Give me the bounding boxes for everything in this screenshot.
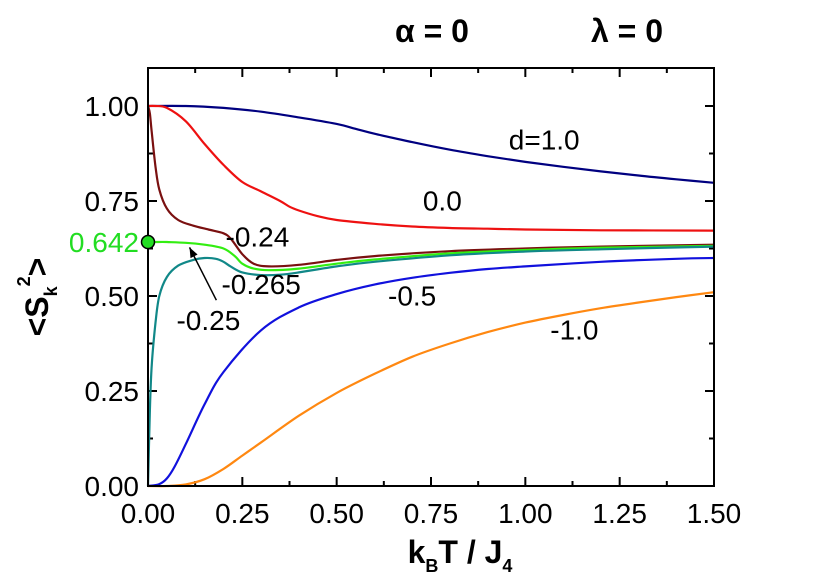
y-tick-label: 0.00 xyxy=(85,471,140,502)
y-axis-label: <Sk2> xyxy=(14,258,61,337)
series-line-1 xyxy=(147,104,715,232)
x-axis-label-k: k xyxy=(408,534,426,570)
arrow-head xyxy=(189,247,198,259)
y-axis-label-sub: k xyxy=(41,285,61,296)
y-tick-label: 0.75 xyxy=(85,186,140,217)
y-tick-label: 0.25 xyxy=(85,376,140,407)
series-label-4: -0.265 xyxy=(221,269,300,300)
plot-frame xyxy=(147,67,715,487)
label-layer: 0.00 0.25 0.50 0.75 1.00 1.25 1.50 0.00 0.25 0.50… xyxy=(69,91,741,529)
y-axis-label-sup: 2 xyxy=(14,276,34,286)
series-line-4 xyxy=(146,245,715,487)
series-line-6 xyxy=(147,291,715,488)
series-line-0 xyxy=(147,104,715,184)
series-line-2 xyxy=(146,105,715,268)
lambda-label: λ = 0 xyxy=(591,13,663,49)
x-axis-label-sub2: 4 xyxy=(502,556,512,576)
x-axis-label-rest: T / J xyxy=(438,534,502,570)
y-tick-label: 1.00 xyxy=(85,91,140,122)
x-axis-label-sub: B xyxy=(425,556,438,576)
series-line-5 xyxy=(147,256,715,488)
x-tick-label: 0.00 xyxy=(121,498,176,529)
x-tick-label: 1.00 xyxy=(498,498,553,529)
series-label-5: -0.5 xyxy=(388,281,436,312)
y-axis-label-open: <S xyxy=(19,296,55,336)
x-tick-label: 1.25 xyxy=(592,498,647,529)
highlight-label: 0.642 xyxy=(69,227,139,258)
x-axis-label: kBT / J4 xyxy=(408,534,513,576)
y-axis-label-close: > xyxy=(19,258,55,277)
y-tick-label: 0.50 xyxy=(85,281,140,312)
x-tick-label: 1.50 xyxy=(687,498,742,529)
series-label-2: -0.24 xyxy=(226,222,290,253)
series-layer xyxy=(146,104,715,488)
x-tick-label: 0.50 xyxy=(309,498,364,529)
alpha-label: α = 0 xyxy=(395,13,469,49)
series-label-6: -1.0 xyxy=(550,315,598,346)
series-label-1: 0.0 xyxy=(423,186,462,217)
series-label-3: -0.25 xyxy=(176,305,240,336)
series-line-3 xyxy=(147,240,715,272)
x-tick-label: 0.75 xyxy=(404,498,459,529)
x-tick-label: 0.25 xyxy=(215,498,270,529)
series-label-0: d=1.0 xyxy=(509,125,580,156)
highlight-point xyxy=(140,234,156,250)
